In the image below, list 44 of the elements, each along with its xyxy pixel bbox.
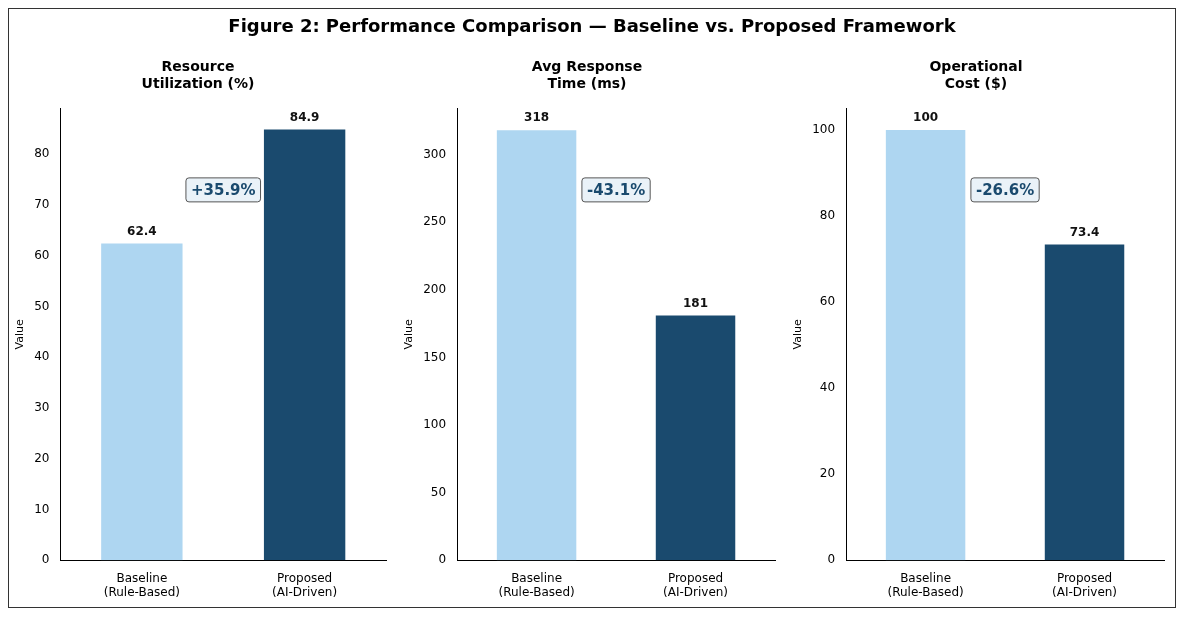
- y-tick-label: 300: [423, 146, 447, 161]
- x-tick-label: Proposed (AI-Driven): [1051, 570, 1117, 599]
- y-tick-label: 250: [423, 214, 447, 229]
- y-tick-label: 20: [34, 450, 50, 465]
- y-tick-label: 80: [34, 146, 50, 161]
- data-label: 73.4: [1069, 224, 1099, 239]
- y-tick-label: 0: [827, 552, 835, 567]
- chart-title: Operational Cost ($): [929, 58, 1023, 91]
- x-tick-label: Baseline (Rule-Based): [887, 570, 964, 599]
- x-tick-label: Baseline (Rule-Based): [104, 570, 181, 599]
- chart-title: Avg Response Time (ms): [531, 58, 643, 91]
- data-label: 181: [682, 295, 709, 310]
- data-label: 318: [524, 110, 550, 125]
- y-tick-label: 10: [34, 501, 50, 516]
- data-label: 100: [912, 110, 938, 125]
- caption: Figure 2: Performance Comparison — Baseline vs. Proposed Framework: [227, 15, 957, 38]
- y-tick-label: 30: [34, 400, 50, 415]
- y-tick-label: 0: [42, 552, 50, 567]
- y-tick-label: 100: [423, 417, 447, 432]
- x-tick-label: Proposed (AI-Driven): [272, 570, 338, 599]
- y-tick-label: 200: [423, 281, 447, 296]
- x-tick-label: Baseline (Rule-Based): [498, 570, 575, 599]
- annotation: -26.6%: [975, 180, 1034, 199]
- x-tick-label: Proposed (AI-Driven): [662, 570, 729, 599]
- annotation: +35.9%: [191, 180, 256, 199]
- data-label: 84.9: [290, 109, 320, 124]
- data-label: 62.4: [127, 223, 157, 238]
- y-tick-label: 100: [811, 122, 835, 137]
- y-axis-title: Value: [402, 319, 416, 350]
- y-tick-label: 50: [34, 298, 50, 313]
- y-axis-title: Value: [13, 319, 27, 350]
- y-tick-label: 20: [819, 466, 835, 481]
- y-tick-label: 0: [438, 552, 447, 567]
- y-tick-label: 60: [819, 294, 835, 309]
- y-tick-label: 70: [34, 197, 50, 212]
- y-axis-title: Value: [791, 319, 805, 350]
- y-tick-label: 40: [34, 349, 50, 364]
- y-tick-label: 80: [819, 208, 835, 223]
- y-tick-label: 40: [819, 380, 835, 395]
- chart-title: Resource Utilization (%): [141, 58, 255, 91]
- y-tick-label: 150: [423, 349, 447, 364]
- y-tick-label: 50: [430, 484, 447, 499]
- y-tick-label: 60: [34, 247, 50, 262]
- annotation: -43.1%: [586, 180, 646, 199]
